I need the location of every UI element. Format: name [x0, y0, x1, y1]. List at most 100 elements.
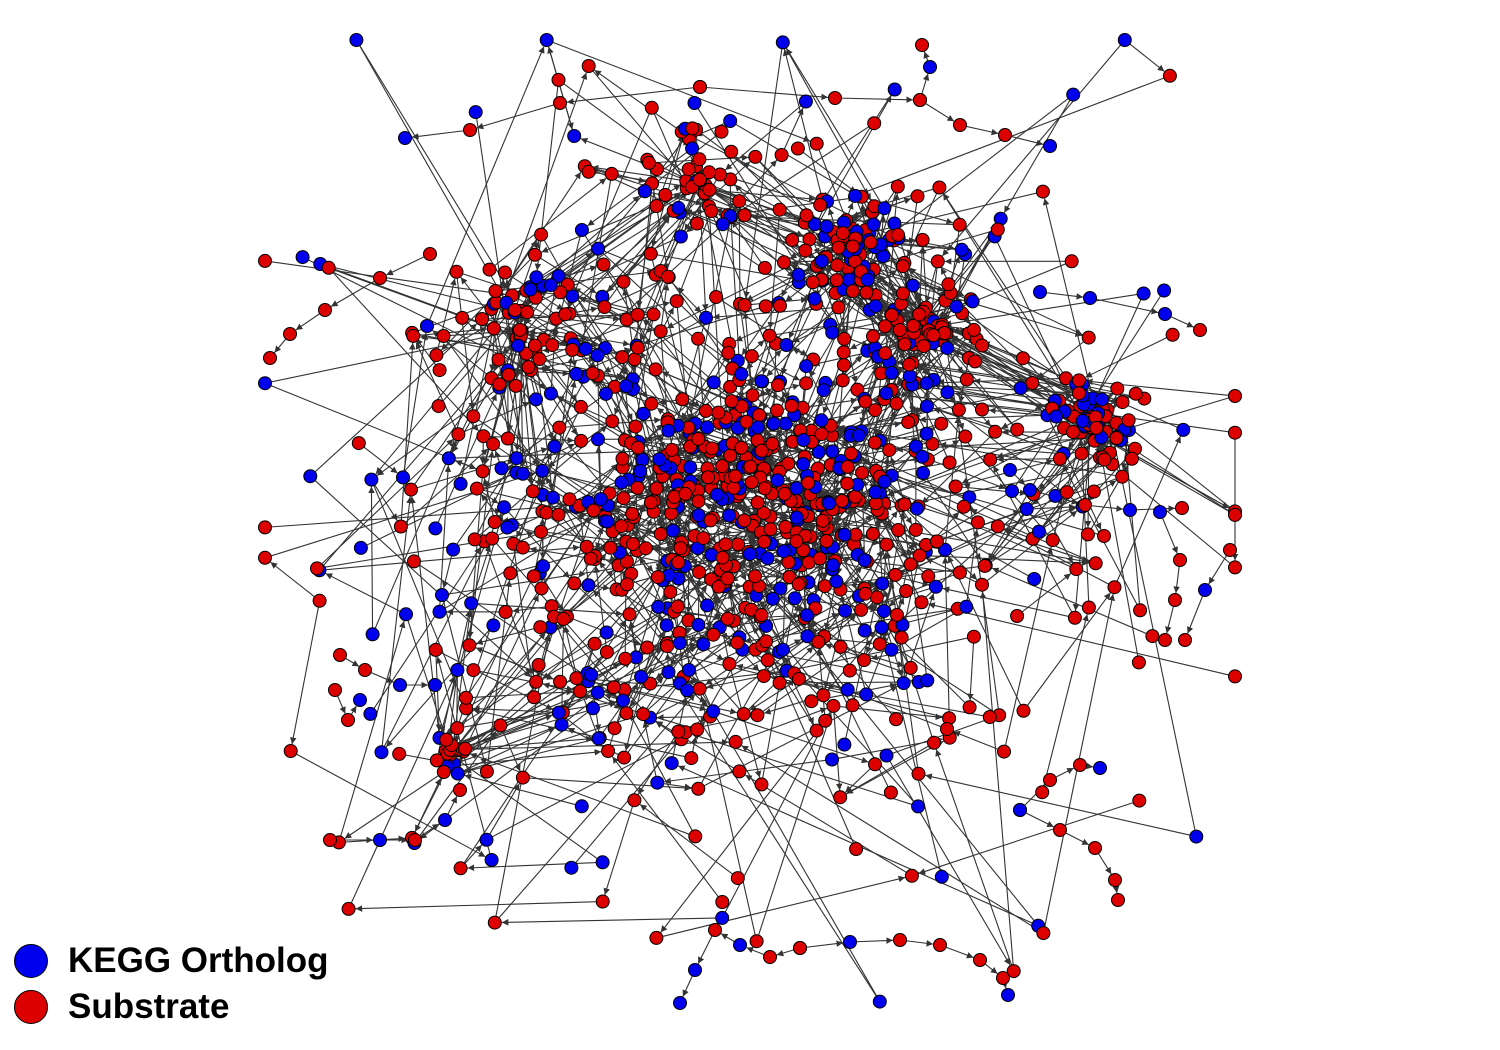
substrate-node [724, 144, 739, 159]
ortholog-node [807, 291, 822, 306]
reaction-edge [919, 554, 1089, 567]
substrate-node [553, 674, 568, 689]
substrate-node [818, 713, 833, 728]
substrate-node [830, 258, 845, 273]
ortholog-node [523, 282, 538, 297]
reaction-edge [997, 506, 1076, 527]
substrate-node [670, 599, 685, 614]
substrate-node [998, 128, 1012, 142]
reaction-edge [912, 382, 951, 463]
substrate-node [653, 324, 668, 339]
substrate-node [929, 534, 944, 549]
substrate-node [1115, 469, 1130, 484]
substrate-node [574, 433, 589, 448]
reaction-edge [671, 677, 881, 1002]
reaction-edge [452, 463, 514, 550]
substrate-node [902, 357, 917, 372]
reaction-edge [457, 727, 556, 775]
substrate-node [1111, 893, 1125, 907]
substrate-node [534, 227, 549, 242]
substrate-node [1115, 395, 1130, 410]
substrate-node [1128, 386, 1143, 401]
reaction-edge [637, 731, 679, 795]
substrate-node [521, 360, 536, 374]
substrate-node [816, 688, 831, 703]
reaction-edge [942, 556, 951, 738]
substrate-node [696, 531, 711, 546]
reaction-edge [724, 101, 807, 171]
substrate-node [819, 534, 834, 548]
reaction-edge [1159, 511, 1178, 554]
ortholog-node [919, 376, 934, 391]
substrate-node [597, 300, 612, 314]
substrate-node [914, 595, 929, 610]
substrate-node [720, 571, 735, 586]
ortholog-node [672, 636, 687, 651]
ortholog-node [435, 588, 449, 602]
reaction-edge [875, 516, 883, 584]
substrate-node [625, 506, 640, 521]
reaction-edge [270, 561, 320, 602]
reaction-edge [967, 636, 975, 701]
substrate-node [567, 576, 582, 591]
reaction-edge [867, 544, 888, 588]
substrate-node [1107, 580, 1122, 595]
ortholog-node [374, 745, 389, 760]
substrate-node [526, 569, 541, 584]
substrate-node [648, 362, 663, 377]
substrate-node [901, 415, 916, 430]
ortholog-node [545, 490, 560, 505]
substrate-node [439, 732, 454, 747]
substrate-node [750, 708, 765, 723]
reaction-edge [802, 397, 858, 409]
ortholog-node [1094, 392, 1109, 407]
ortholog-node [872, 994, 887, 1009]
substrate-node [466, 663, 481, 678]
ortholog-node [581, 578, 596, 593]
substrate-node [615, 451, 630, 466]
reaction-edge [785, 48, 885, 209]
substrate-node [1173, 553, 1187, 567]
substrate-node [498, 605, 513, 619]
ortholog-node [468, 105, 483, 120]
substrate-node [1121, 413, 1136, 428]
reaction-edge [320, 263, 508, 313]
reaction-edge [689, 649, 743, 675]
substrate-node [684, 751, 699, 766]
substrate-node [743, 459, 758, 474]
substrate-node [1078, 498, 1092, 512]
substrate-node [718, 537, 733, 552]
substrate-node [762, 328, 777, 343]
substrate-node [671, 555, 686, 570]
substrate-node [895, 259, 910, 274]
reaction-edge [1023, 592, 1111, 712]
substrate-node [1067, 610, 1082, 625]
ortholog-node [515, 466, 530, 481]
substrate-node [429, 348, 444, 363]
substrate-node [842, 663, 857, 678]
substrate-node [487, 515, 502, 529]
substrate-node [752, 408, 767, 423]
reaction-edge [290, 750, 486, 858]
substrate-node [698, 403, 713, 418]
ortholog-node [494, 461, 509, 476]
reaction-edge [887, 459, 991, 497]
reaction-edge [603, 800, 635, 896]
substrate-node [258, 253, 272, 268]
substrate-node [1053, 823, 1067, 837]
substrate-node [927, 735, 941, 750]
substrate-node [756, 669, 771, 684]
substrate-node [649, 930, 664, 945]
substrate-node [721, 345, 736, 360]
substrate-node [915, 232, 930, 247]
ortholog-node [829, 574, 844, 589]
reaction-edge [447, 749, 602, 767]
ortholog-node [750, 420, 765, 435]
substrate-node [1073, 758, 1087, 772]
substrate-node [837, 331, 852, 346]
reaction-edge [482, 478, 496, 523]
reaction-edge [698, 685, 898, 790]
substrate-node [836, 358, 851, 372]
ortholog-node [593, 492, 608, 507]
substrate-node [463, 123, 477, 137]
